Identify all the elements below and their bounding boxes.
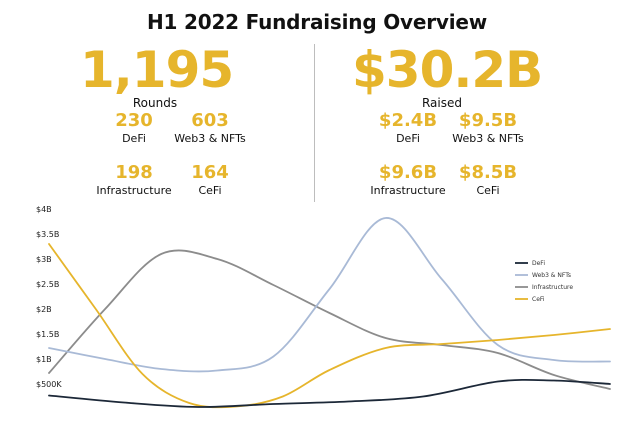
y-axis-ticks: $500K $1B $1.5B $2B $2.5B $3B $3.5B $4B <box>36 205 62 389</box>
raised-web3-label: Web3 & NFTs <box>452 132 524 145</box>
raised-total: $30.2B Raised <box>352 41 543 110</box>
series-line-defi <box>48 378 611 408</box>
rounds-infrastructure: 198 Infrastructure <box>84 162 184 198</box>
raised-defi: $2.4B DeFi <box>358 110 458 146</box>
y-tick-label: $3B <box>36 255 52 264</box>
rounds-total-label: Rounds <box>132 96 178 110</box>
rounds-cefi: 164 CeFi <box>160 162 260 198</box>
rounds-defi: 230 DeFi <box>84 110 184 146</box>
legend-label: Web3 & NFTs <box>532 272 571 279</box>
y-tick-label: $2B <box>36 305 52 314</box>
y-tick-label: $3.5B <box>36 230 59 239</box>
raised-cefi: $8.5B CeFi <box>438 162 538 198</box>
y-tick-label: $4B <box>36 205 52 214</box>
raised-defi-value: $2.4B <box>378 110 438 131</box>
y-tick-label: $2.5B <box>36 280 59 289</box>
raised-defi-label: DeFi <box>396 132 420 145</box>
rounds-infrastructure-label: Infrastructure <box>96 184 172 197</box>
page-title: H1 2022 Fundraising Overview <box>147 10 487 34</box>
rounds-web3-value: 603 <box>191 110 229 131</box>
legend-label: DeFi <box>532 260 545 267</box>
y-tick-label: $1.5B <box>36 330 59 339</box>
series-line-infrastructure <box>48 249 611 390</box>
rounds-cefi-value: 164 <box>191 162 229 183</box>
y-tick-label: $1B <box>36 355 52 364</box>
rounds-web3: 603 Web3 & NFTs <box>160 110 260 146</box>
series-line-cefi <box>48 243 611 409</box>
y-tick-label: $500K <box>36 380 62 389</box>
raised-cefi-label: CeFi <box>476 184 500 197</box>
raised-total-value: $30.2B <box>352 41 543 99</box>
rounds-defi-label: DeFi <box>122 132 146 145</box>
legend-label: CeFi <box>532 296 545 303</box>
raised-total-label: Raised <box>421 96 462 110</box>
raised-infrastructure: $9.6B Infrastructure <box>358 162 458 198</box>
legend-label: Infrastructure <box>532 284 573 291</box>
divider <box>314 44 315 202</box>
rounds-cefi-label: CeFi <box>198 184 222 197</box>
raised-infrastructure-label: Infrastructure <box>370 184 446 197</box>
raised-infrastructure-value: $9.6B <box>378 162 438 183</box>
rounds-infrastructure-value: 198 <box>115 162 153 183</box>
rounds-web3-label: Web3 & NFTs <box>174 132 246 145</box>
series-line-web3-nfts <box>48 217 611 373</box>
raised-cefi-value: $8.5B <box>458 162 518 183</box>
chart-legend: DeFi Web3 & NFTs Infrastructure CeFi <box>515 260 573 303</box>
fundraising-line-chart: $500K $1B $1.5B $2B $2.5B $3B $3.5B $4B DeFi Web… <box>36 205 611 409</box>
rounds-defi-value: 230 <box>115 110 153 131</box>
rounds-total: 1,195 Rounds <box>80 41 234 110</box>
rounds-total-value: 1,195 <box>80 41 234 99</box>
series-lines <box>48 217 611 409</box>
raised-web3-value: $9.5B <box>458 110 518 131</box>
raised-web3: $9.5B Web3 & NFTs <box>438 110 538 146</box>
